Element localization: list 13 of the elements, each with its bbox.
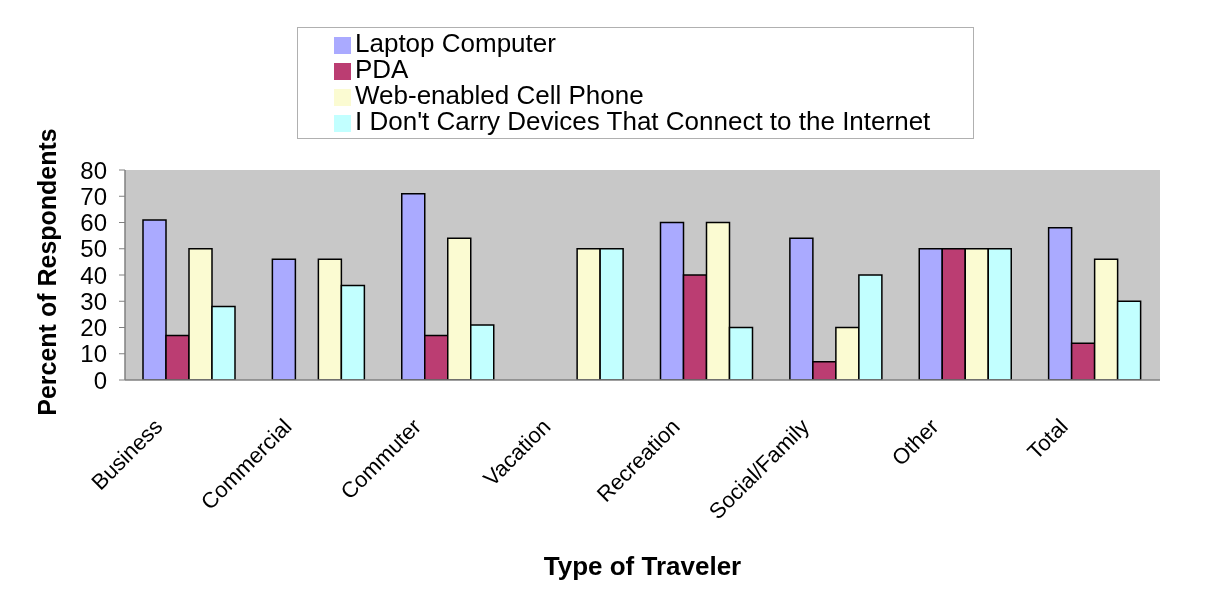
bar	[271, 258, 297, 380]
y-tick-label: 40	[80, 261, 107, 289]
legend-label: Laptop Computer	[355, 28, 556, 58]
y-tick-label: 20	[80, 314, 107, 342]
y-tick-label: 50	[80, 235, 107, 263]
y-tick-label: 10	[80, 340, 107, 368]
y-tick-label: 60	[80, 209, 107, 237]
y-tick-label: 30	[80, 287, 107, 315]
x-axis-title: Type of Traveler	[543, 551, 742, 581]
y-tick-label: 70	[80, 182, 107, 210]
y-tick-label: 0	[93, 366, 107, 394]
y-tick-label: 80	[80, 156, 107, 184]
y-axis-title: Percent of Respondents	[33, 128, 61, 416]
